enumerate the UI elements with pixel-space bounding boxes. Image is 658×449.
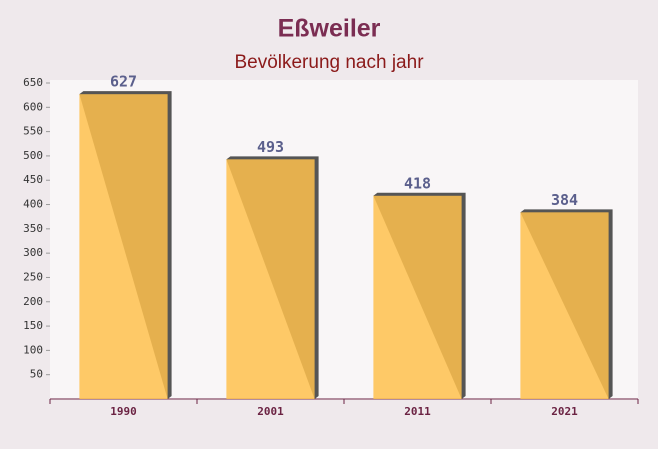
bar <box>520 212 609 399</box>
bar <box>373 195 462 399</box>
x-tick-label: 2001 <box>257 405 284 418</box>
x-tick-label: 2021 <box>551 405 578 418</box>
y-tick-label: 550 <box>23 125 43 138</box>
y-tick-label: 200 <box>23 295 43 308</box>
value-label: 418 <box>404 174 431 192</box>
chart-title: Eßweiler <box>278 15 381 43</box>
y-tick-label: 600 <box>23 100 43 113</box>
x-tick-label: 2011 <box>404 405 431 418</box>
y-tick-label: 150 <box>23 319 43 332</box>
y-tick-label: 50 <box>30 368 43 381</box>
y-tick-label: 400 <box>23 198 43 211</box>
x-tick-label: 1990 <box>110 405 137 418</box>
chart-subtitle: Bevölkerung nach jahr <box>234 52 424 73</box>
y-tick-label: 100 <box>23 343 43 356</box>
value-label: 493 <box>257 138 284 156</box>
value-label: 627 <box>110 73 137 91</box>
bar <box>226 159 315 399</box>
y-tick-label: 300 <box>23 246 43 259</box>
y-tick-label: 650 <box>23 76 43 89</box>
y-tick-label: 500 <box>23 149 43 162</box>
bar <box>79 94 168 399</box>
y-tick-label: 350 <box>23 222 43 235</box>
y-tick-label: 450 <box>23 173 43 186</box>
y-tick-label: 250 <box>23 270 43 283</box>
value-label: 384 <box>551 191 578 209</box>
